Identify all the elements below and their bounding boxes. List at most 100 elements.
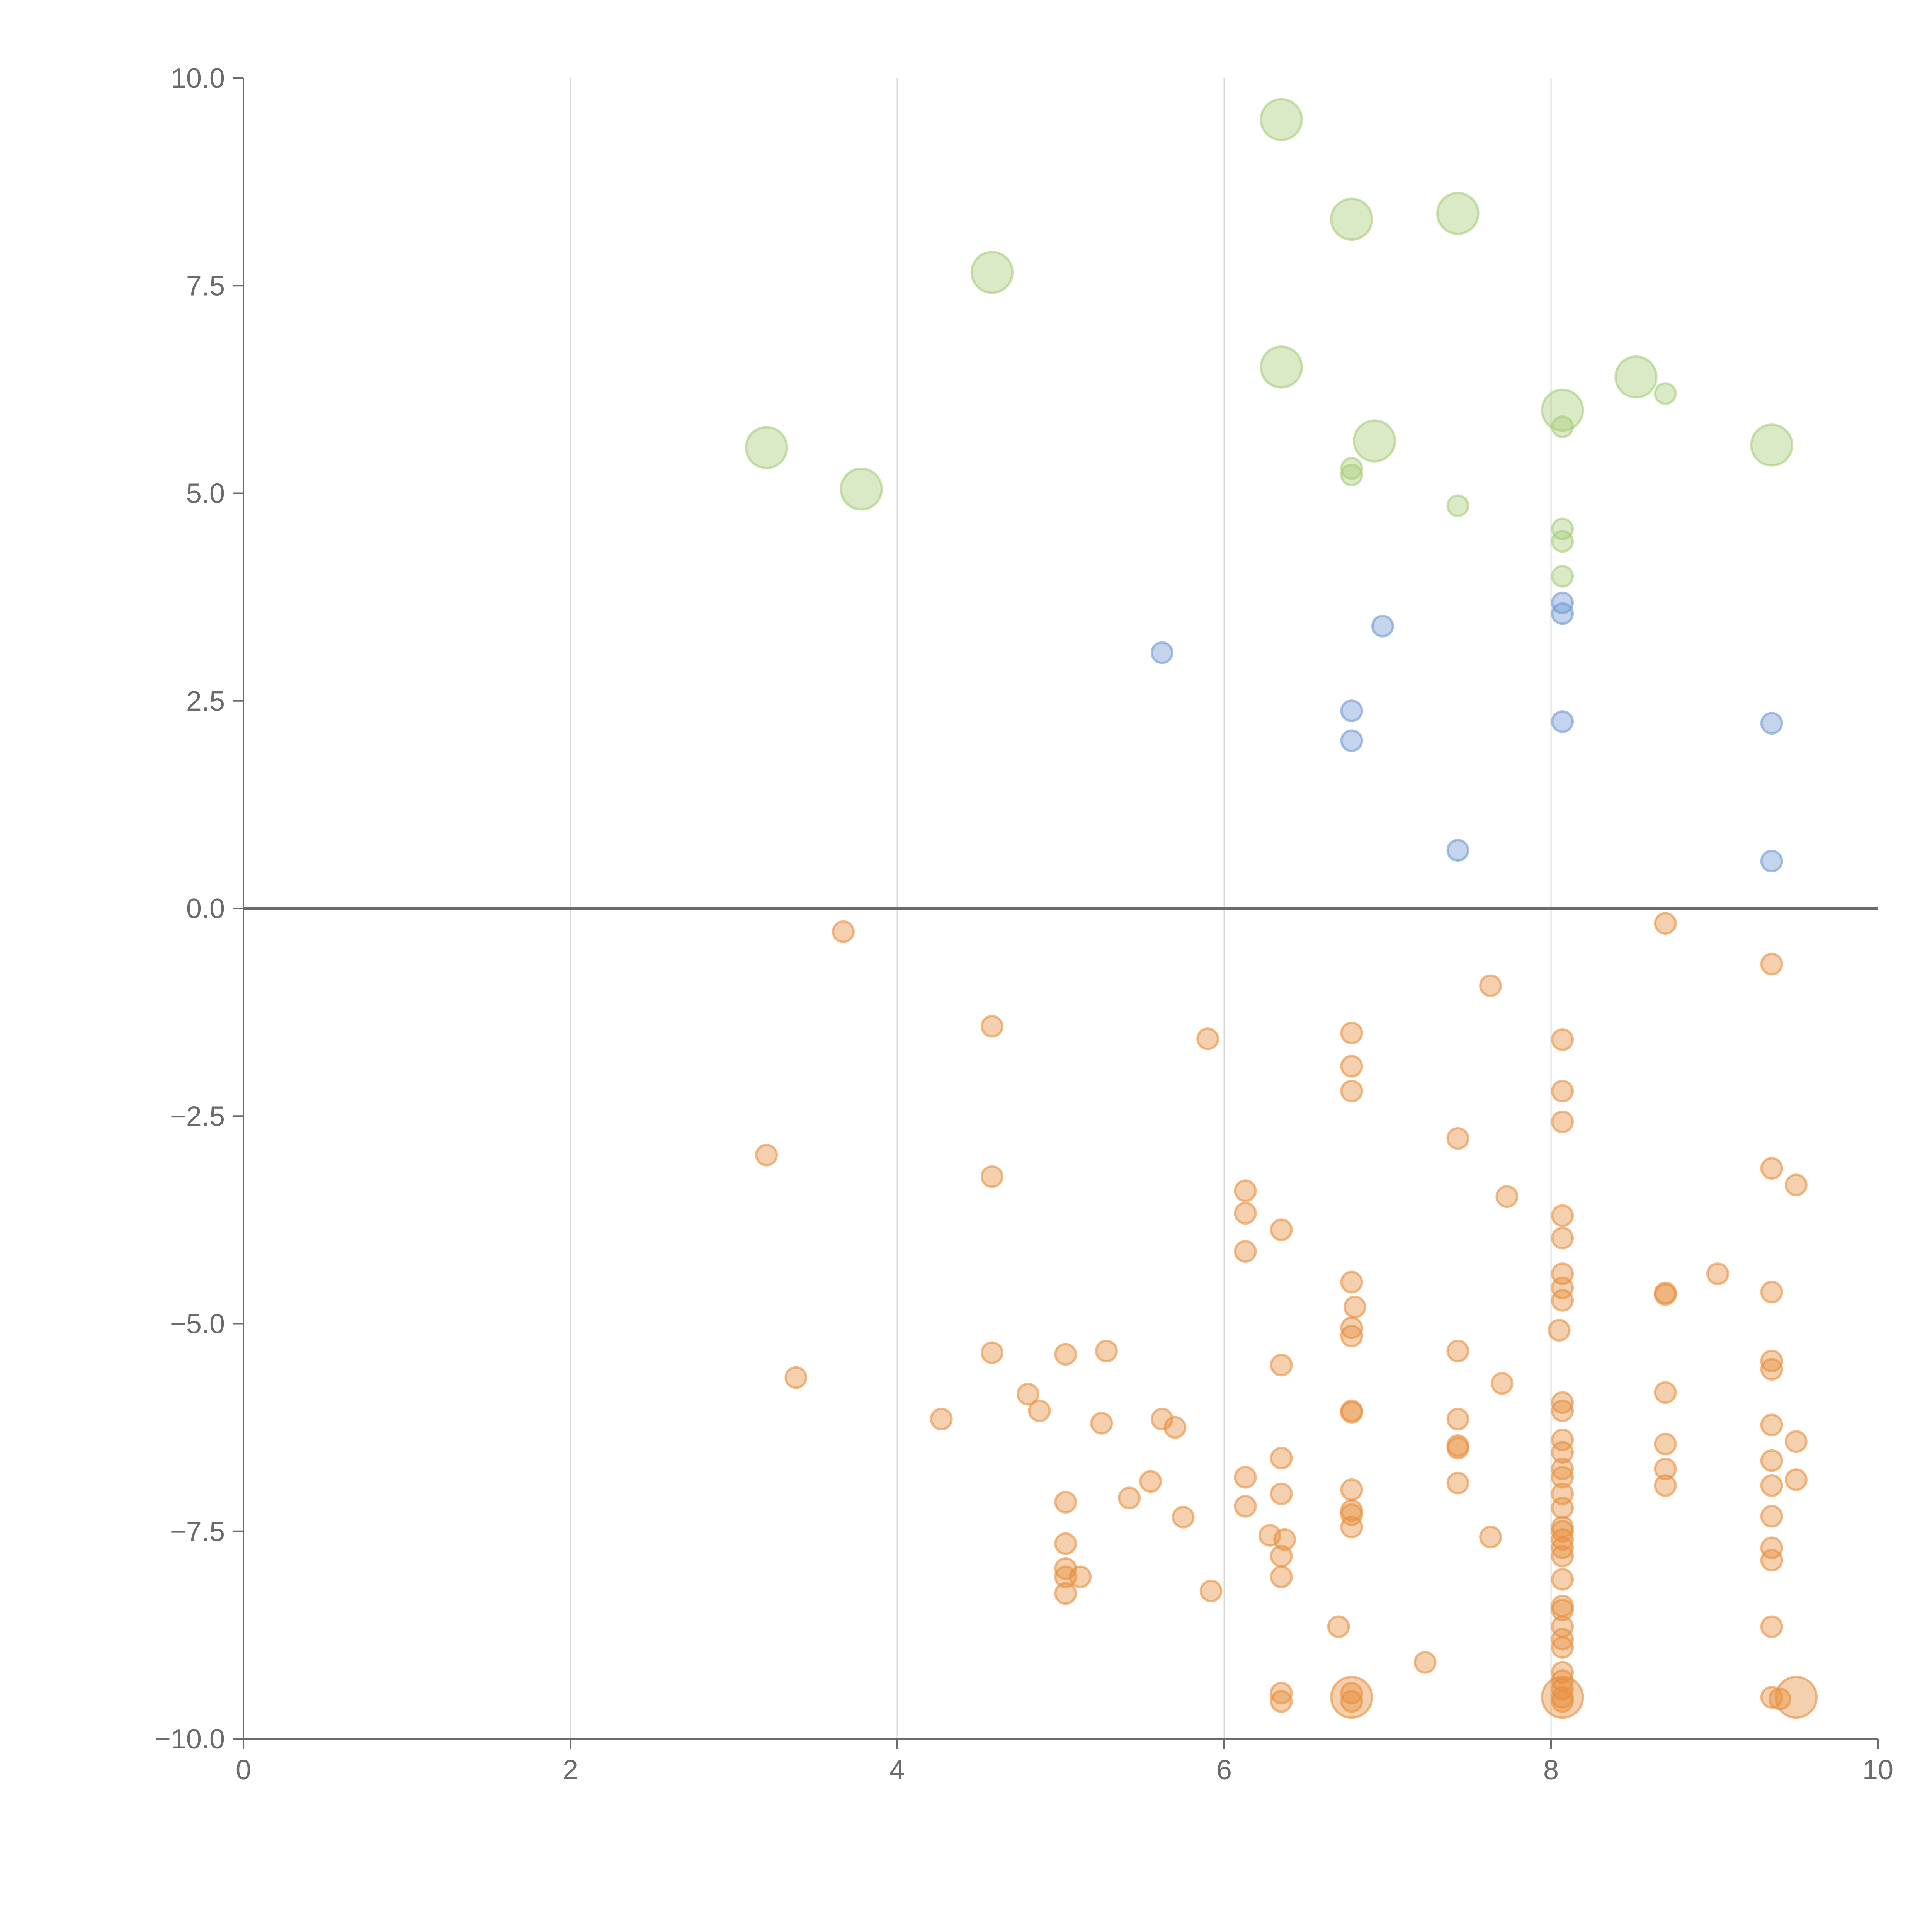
- data-point: [930, 1408, 953, 1431]
- data-point: [1785, 1430, 1808, 1453]
- data-point: [1774, 1675, 1818, 1719]
- y-tick-label: 2.5: [186, 686, 225, 717]
- data-point: [1479, 1526, 1502, 1549]
- data-point: [1551, 1528, 1574, 1551]
- data-point: [1551, 1458, 1574, 1480]
- data-point: [1340, 1478, 1363, 1501]
- data-point: [980, 1341, 1003, 1364]
- data-point: [784, 1366, 808, 1389]
- data-point: [1654, 1283, 1677, 1306]
- data-point: [1446, 839, 1469, 862]
- data-point: [1234, 1240, 1257, 1263]
- data-point: [1551, 1677, 1574, 1701]
- data-point: [980, 1015, 1003, 1038]
- data-point: [1340, 729, 1363, 752]
- data-point: [1614, 355, 1658, 399]
- data-point: [1760, 1281, 1783, 1304]
- data-point: [980, 1165, 1003, 1188]
- data-point: [1118, 1486, 1141, 1510]
- data-point: [1495, 1185, 1519, 1208]
- data-point: [1330, 1675, 1373, 1719]
- data-point: [1150, 1408, 1173, 1431]
- data-points: [745, 98, 1818, 1719]
- data-point: [745, 426, 788, 469]
- data-point: [1413, 1651, 1437, 1674]
- data-point: [1234, 1202, 1257, 1225]
- data-point: [1551, 1536, 1574, 1560]
- data-point: [1760, 1349, 1783, 1372]
- data-point: [1551, 1399, 1574, 1422]
- data-point: [1273, 1528, 1296, 1551]
- data-point: [1551, 1391, 1574, 1414]
- data-point: [1340, 1690, 1363, 1713]
- data-point: [1446, 494, 1469, 517]
- data-point: [1760, 1615, 1783, 1638]
- data-point: [1551, 1428, 1574, 1451]
- data-point: [1270, 1682, 1293, 1705]
- data-point: [1446, 1340, 1469, 1362]
- data-point: [1760, 1505, 1783, 1528]
- data-point: [1548, 1319, 1571, 1342]
- data-point: [1172, 1505, 1195, 1529]
- data-point: [1760, 1413, 1783, 1437]
- data-point: [1654, 1381, 1677, 1404]
- data-point: [1551, 415, 1574, 438]
- data-point: [1760, 1536, 1783, 1560]
- data-point: [1028, 1399, 1051, 1422]
- x-tick-label: 6: [1216, 1755, 1232, 1786]
- data-point: [1139, 1470, 1162, 1493]
- data-point: [832, 920, 855, 943]
- data-point: [1017, 1383, 1039, 1406]
- data-point: [1163, 1416, 1187, 1439]
- data-point: [1551, 1568, 1574, 1591]
- data-point: [1196, 1027, 1219, 1050]
- data-point: [1551, 710, 1574, 733]
- data-point: [1199, 1580, 1223, 1602]
- data-point: [1054, 1343, 1077, 1366]
- data-point: [1344, 1296, 1366, 1318]
- data-point: [1270, 1544, 1293, 1568]
- data-point: [1551, 1080, 1574, 1103]
- data-point: [1551, 565, 1574, 588]
- data-point: [1551, 1636, 1574, 1659]
- data-point: [1551, 1289, 1574, 1312]
- data-point: [1446, 1408, 1469, 1431]
- data-point: [1446, 1437, 1469, 1460]
- data-point: [1371, 614, 1394, 638]
- data-point: [1340, 457, 1363, 480]
- data-point: [1340, 1080, 1363, 1103]
- data-point: [1760, 1358, 1783, 1381]
- data-point: [1054, 1565, 1077, 1588]
- data-point: [1340, 1401, 1363, 1424]
- data-point: [1760, 712, 1783, 735]
- data-point: [1551, 530, 1574, 553]
- data-point: [1760, 1157, 1783, 1180]
- data-point: [1270, 1354, 1293, 1377]
- data-point: [1270, 1218, 1293, 1242]
- x-tick-label: 10: [1862, 1755, 1893, 1786]
- data-point: [1541, 388, 1584, 432]
- data-point: [755, 1143, 778, 1167]
- data-point: [1760, 1474, 1783, 1497]
- y-tick-label: 7.5: [186, 270, 225, 301]
- data-point: [1551, 1441, 1574, 1464]
- data-point: [1551, 1204, 1574, 1227]
- data-point: [1706, 1262, 1729, 1285]
- x-tick-label: 4: [889, 1755, 905, 1786]
- data-point: [1234, 1466, 1257, 1489]
- x-tick-label: 8: [1543, 1755, 1559, 1786]
- data-point: [1353, 419, 1396, 463]
- data-point: [1340, 1054, 1363, 1078]
- data-point: [1340, 1325, 1363, 1348]
- data-point: [1654, 912, 1677, 935]
- data-point: [1551, 1466, 1574, 1489]
- data-point: [1054, 1532, 1077, 1555]
- data-point: [1551, 1690, 1574, 1713]
- data-point: [1654, 1458, 1677, 1480]
- data-point: [1234, 1179, 1257, 1202]
- data-point: [970, 251, 1014, 294]
- data-point: [1490, 1372, 1514, 1395]
- data-point: [1270, 1447, 1293, 1470]
- data-point: [1054, 1491, 1077, 1514]
